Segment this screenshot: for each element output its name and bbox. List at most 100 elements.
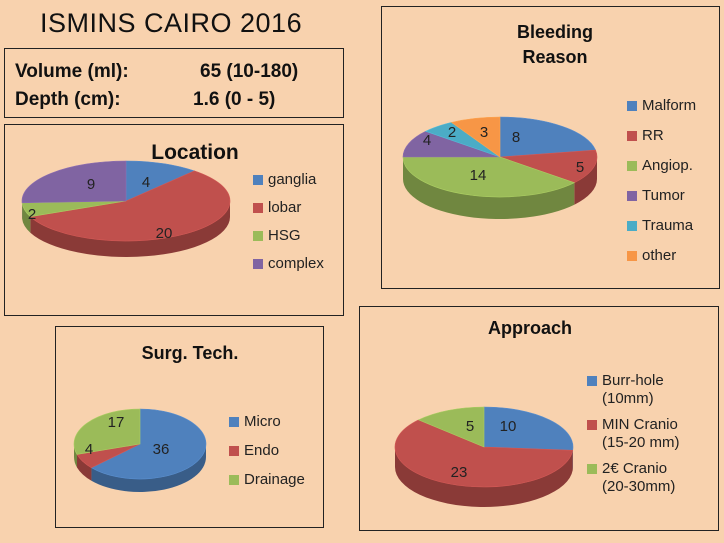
slice-side-1 [77, 454, 92, 481]
legend-swatch [627, 221, 637, 231]
location-panel [4, 124, 344, 316]
volume-value: 65 (10-180) [200, 61, 299, 82]
legend-swatch [627, 131, 637, 141]
bleeding-title-line1: Bleeding [516, 22, 593, 42]
surg-title: Surg. Tech. [141, 343, 239, 363]
approach-title: Approach [487, 318, 572, 338]
legend-label: other [642, 247, 677, 264]
legend-swatch [627, 251, 637, 261]
legend-label: (15-20 mm) [602, 434, 680, 451]
legend-item: Tumor [627, 187, 696, 205]
bleeding-title: Bleeding Reason [490, 20, 620, 70]
legend-label: Micro [244, 413, 281, 430]
data-label: 20 [156, 225, 173, 242]
legend-label: Malform [642, 97, 697, 114]
legend-item: ganglia [253, 171, 324, 189]
slice-side-1 [30, 201, 231, 257]
page-title: ISMINS CAIRO 2016 [40, 8, 303, 38]
slice-complex [21, 160, 127, 204]
data-label: 2 [448, 124, 456, 141]
slice-drainage [73, 408, 141, 455]
legend-label: MIN Cranio [602, 416, 678, 433]
legend-label: (20-30mm) [602, 478, 676, 495]
data-label: 4 [85, 441, 93, 458]
data-label: 4 [423, 132, 431, 149]
slice-micro [90, 408, 207, 480]
data-label: 5 [576, 159, 584, 176]
legend-item: Endo [229, 442, 305, 460]
legend-swatch [253, 203, 263, 213]
data-label: 36 [153, 441, 170, 458]
legend-item: Angiop. [627, 157, 696, 175]
slice-burr-hole-10mm- [483, 406, 574, 451]
surg-panel [55, 326, 324, 528]
legend-swatch [627, 191, 637, 201]
legend-label: Endo [244, 442, 280, 459]
legend-label: RR [642, 127, 664, 144]
legend-swatch [587, 376, 597, 386]
legend-label: Burr-hole [602, 372, 664, 389]
legend-swatch [253, 175, 263, 185]
legend-item: 2€ Cranio (20-30mm) [587, 460, 680, 496]
surg-legend: Micro Endo Drainage [229, 413, 305, 500]
depth-value: 1.6 (0 - 5) [193, 89, 276, 110]
legend-swatch [627, 101, 637, 111]
legend-label: ganglia [268, 171, 317, 188]
legend-label: lobar [268, 199, 302, 216]
slice-ganglia [125, 160, 196, 202]
volume-label: Volume (ml): [15, 61, 129, 82]
legend-label: Drainage [244, 471, 305, 488]
slice-angiop- [402, 156, 576, 198]
bleeding-legend: Malform RR Angiop. Tumor Trauma other [627, 97, 696, 277]
legend-swatch [253, 231, 263, 241]
legend-item: RR [627, 127, 696, 145]
legend-label: (10mm) [602, 390, 654, 407]
legend-item: HSG [253, 227, 324, 245]
data-label: 5 [466, 418, 474, 435]
legend-item: Burr-hole (10mm) [587, 372, 680, 408]
legend-label: Angiop. [642, 157, 693, 174]
bleeding-title-line2: Reason [522, 47, 588, 67]
legend-item: MIN Cranio (15-20 mm) [587, 416, 680, 452]
approach-legend: Burr-hole (10mm) MIN Cranio (15-20 mm) 2€ Cr… [587, 372, 680, 504]
slice-side-1 [574, 157, 597, 205]
legend-item: Malform [627, 97, 696, 115]
slice-side-2 [403, 157, 575, 220]
bleeding-panel [381, 6, 720, 289]
legend-swatch [587, 464, 597, 474]
legend-item: other [627, 247, 696, 265]
data-label: 3 [480, 124, 488, 141]
legend-item: Micro [229, 413, 305, 431]
legend-swatch [229, 417, 239, 427]
legend-item: Drainage [229, 471, 305, 489]
slice-side-1 [395, 447, 573, 508]
legend-swatch [229, 446, 239, 456]
slice-min-cranio-15-20-mm- [394, 419, 574, 488]
data-label: 14 [470, 167, 487, 184]
approach-panel [359, 306, 719, 531]
legend-label: Tumor [642, 187, 685, 204]
legend-item: lobar [253, 199, 324, 217]
legend-label: HSG [268, 227, 301, 244]
data-label: 10 [500, 418, 517, 435]
slice-tumor [402, 130, 501, 158]
location-legend: ganglia lobar HSG complex [253, 171, 324, 283]
slice-malform [499, 116, 596, 158]
data-label: 8 [512, 129, 520, 146]
legend-item: Trauma [627, 217, 696, 235]
legend-label: Trauma [642, 217, 694, 234]
slice-side-2 [22, 202, 31, 233]
data-label: 23 [451, 464, 468, 481]
slice-2-cranio-20-30mm- [417, 406, 485, 448]
legend-swatch [253, 259, 263, 269]
slice-lobar [29, 170, 231, 242]
depth-label: Depth (cm): [15, 89, 121, 110]
legend-swatch [627, 161, 637, 171]
stats-box: Volume (ml): 65 (10-180) Depth (cm): 1.6… [4, 48, 344, 118]
legend-label: 2€ Cranio [602, 460, 668, 477]
slice-side-0 [91, 444, 206, 492]
slice-rr [499, 149, 598, 184]
